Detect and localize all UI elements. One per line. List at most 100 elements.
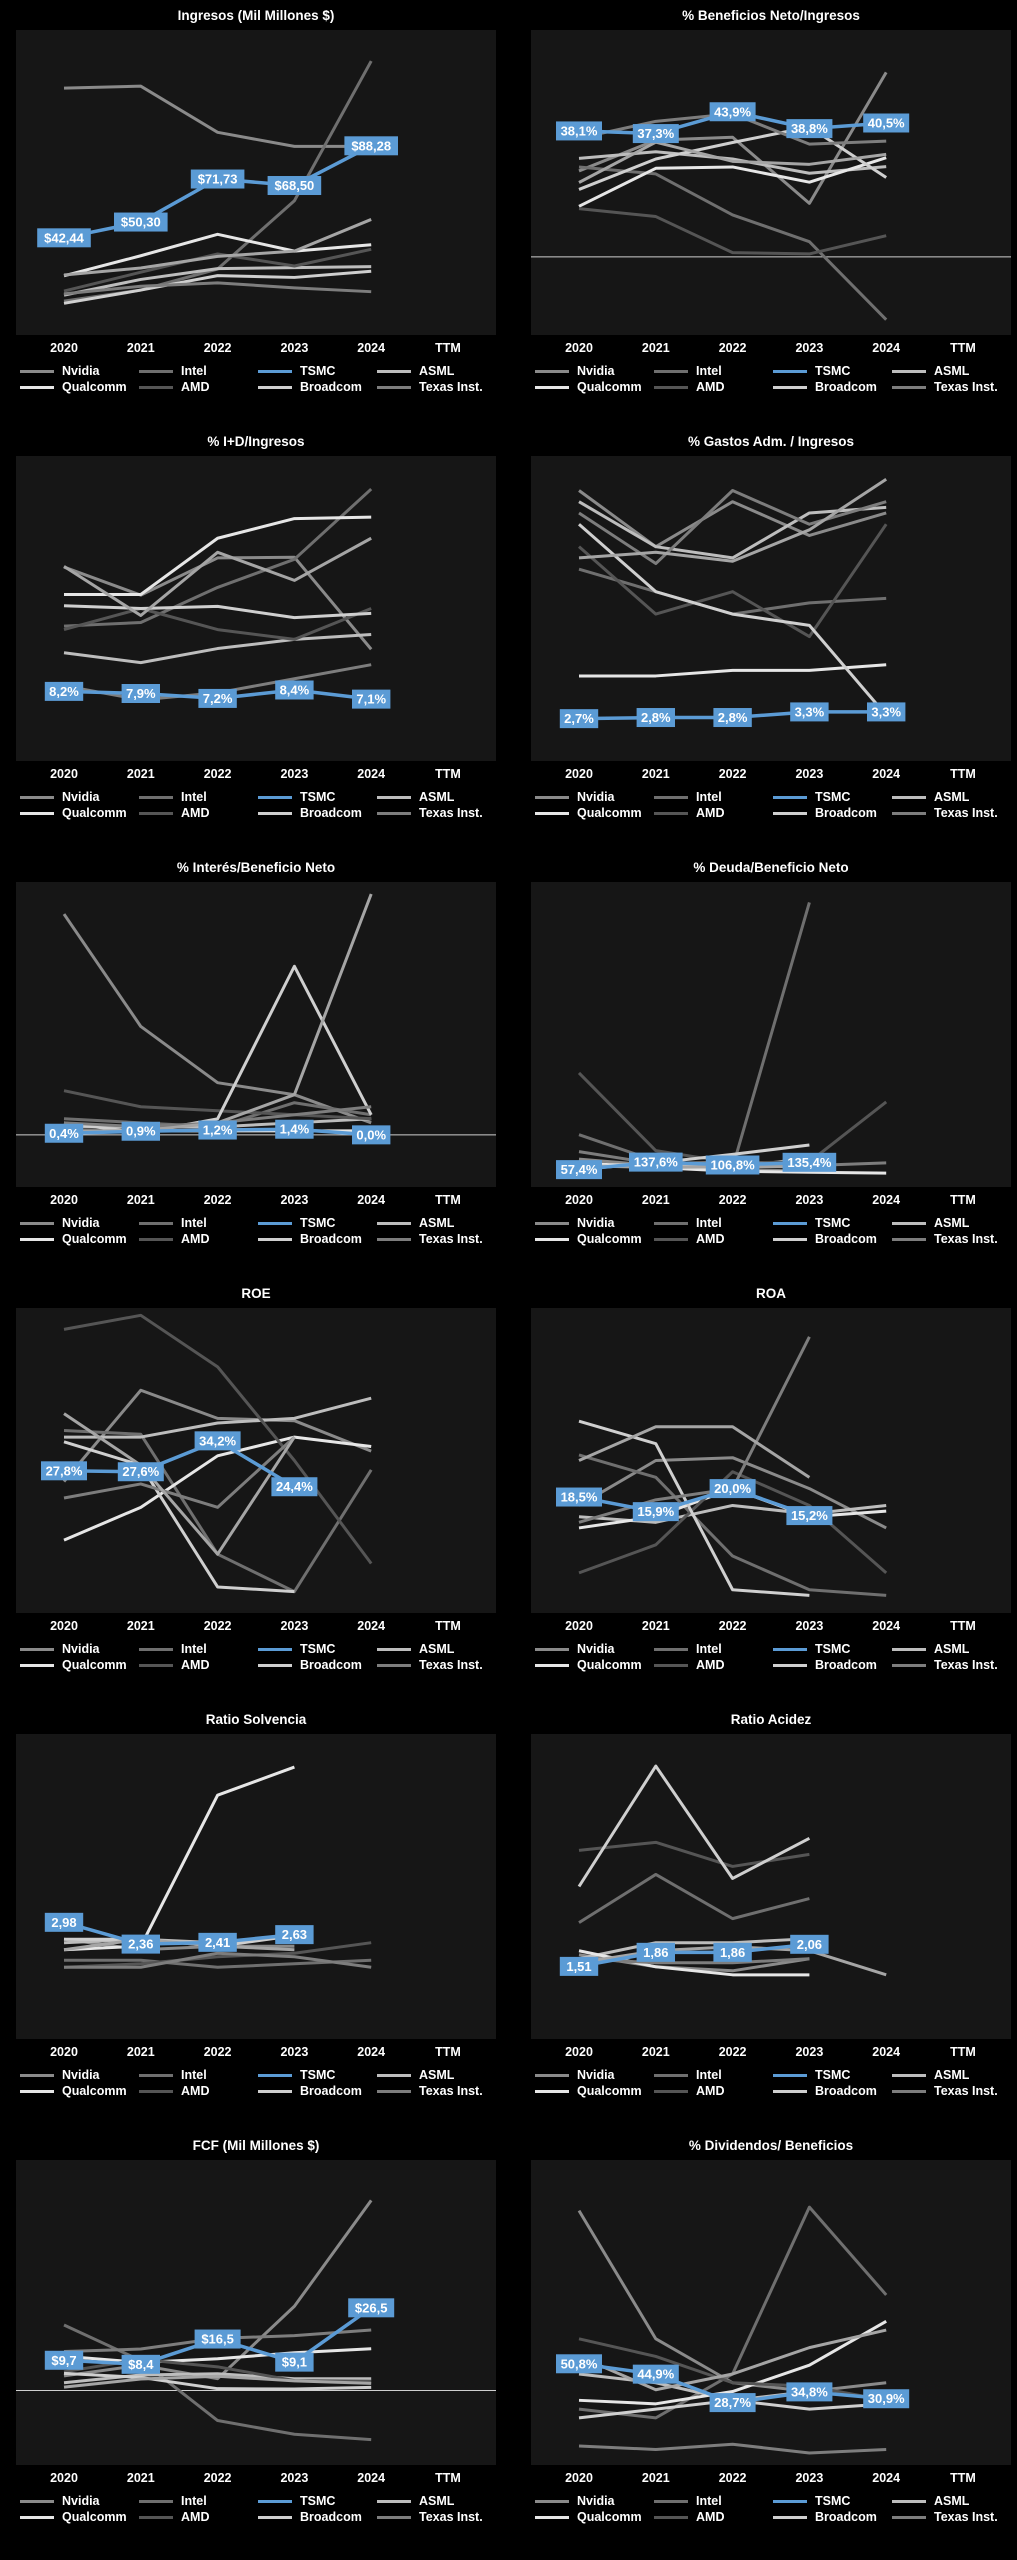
chart-legend: Nvidia Intel TSMC ASML Qualcomm AMD Broadcom Te… — [535, 364, 1011, 394]
legend-entry: Nvidia — [20, 1642, 139, 1656]
svg-text:$71,73: $71,73 — [198, 172, 238, 187]
tsmc-data-label: 0,4% — [44, 1123, 84, 1143]
legend-entry: Qualcomm — [535, 2084, 654, 2098]
legend-entry: Nvidia — [535, 790, 654, 804]
legend-label: Texas Inst. — [934, 1232, 998, 1246]
series-line — [63, 555, 373, 651]
legend-entry: ASML — [892, 2068, 1011, 2082]
legend-entry: Texas Inst. — [892, 1232, 1011, 1246]
svg-text:1,51: 1,51 — [566, 1959, 591, 1974]
legend-label: ASML — [419, 790, 455, 804]
legend-swatch — [139, 1647, 173, 1651]
tsmc-data-label: $9,1 — [275, 2352, 314, 2372]
tsmc-data-label: 2,7% — [559, 709, 599, 729]
x-tick-label: 2021 — [642, 1619, 670, 1633]
legend-entry: Nvidia — [535, 1216, 654, 1230]
x-tick-label: TTM — [435, 2045, 461, 2059]
legend-swatch — [139, 385, 173, 389]
legend-label: AMD — [696, 2510, 725, 2524]
legend-swatch — [377, 2515, 411, 2519]
legend-entry: Broadcom — [773, 2084, 892, 2098]
x-tick-label: 2024 — [357, 1193, 385, 1207]
svg-text:20,0%: 20,0% — [714, 1481, 751, 1496]
legend-entry: Intel — [654, 790, 773, 804]
x-tick-label: 2024 — [357, 767, 385, 781]
svg-text:7,1%: 7,1% — [356, 692, 386, 707]
legend-label: Qualcomm — [577, 1658, 642, 1672]
chart-panel: % Beneficios Neto/Ingresos 2020 2021 2022 20… — [523, 0, 1017, 420]
x-tick-label: TTM — [950, 2045, 976, 2059]
tsmc-data-label: 8,2% — [44, 681, 84, 701]
legend-label: AMD — [181, 2084, 210, 2098]
legend-label: Intel — [181, 364, 207, 378]
x-tick-label: 2022 — [204, 2471, 232, 2485]
series-line — [62, 1388, 372, 1483]
tsmc-data-label: 2,63 — [275, 1925, 314, 1945]
series-line — [578, 500, 887, 560]
x-tick-label: 2022 — [719, 2471, 747, 2485]
tsmc-data-label: 2,8% — [636, 708, 675, 728]
legend-label: Nvidia — [62, 1216, 100, 1230]
legend-entry: ASML — [892, 364, 1011, 378]
legend-swatch — [258, 1647, 292, 1651]
series-line — [578, 523, 888, 639]
tsmc-data-label: 106,8% — [705, 1155, 760, 1175]
x-tick-label: 2022 — [719, 1619, 747, 1633]
legend-swatch — [654, 1663, 688, 1667]
legend-entry: TSMC — [258, 790, 377, 804]
x-tick-label: 2023 — [795, 341, 823, 355]
svg-text:44,9%: 44,9% — [637, 2367, 674, 2382]
x-tick-label: TTM — [950, 341, 976, 355]
legend-entry: Qualcomm — [20, 2510, 139, 2524]
legend-label: Intel — [181, 1642, 207, 1656]
chart-svg: % Dividendos/ Beneficios 2020 2021 2022 2023… — [531, 2138, 1011, 2485]
legend-swatch — [892, 2499, 926, 2503]
chart-legend: Nvidia Intel TSMC ASML Qualcomm AMD Broadcom Te… — [20, 2494, 496, 2524]
legend-swatch — [20, 2515, 54, 2519]
legend-entry: Texas Inst. — [377, 2510, 496, 2524]
x-tick-label: 2021 — [642, 1193, 670, 1207]
legend-entry: AMD — [139, 1232, 258, 1246]
legend-label: Intel — [696, 364, 722, 378]
svg-text:28,7%: 28,7% — [714, 2395, 751, 2410]
legend-entry: Qualcomm — [535, 380, 654, 394]
tsmc-data-label: $42,44 — [37, 228, 91, 248]
legend-entry: ASML — [377, 2068, 496, 2082]
svg-text:1,86: 1,86 — [643, 1945, 668, 1960]
x-tick-label: 2020 — [50, 2471, 78, 2485]
legend-label: ASML — [934, 364, 970, 378]
legend-swatch — [535, 369, 569, 373]
legend-label: Nvidia — [577, 1642, 615, 1656]
x-tick-label: 2020 — [565, 2471, 593, 2485]
legend-label: Qualcomm — [577, 806, 642, 820]
legend-label: Intel — [696, 2494, 722, 2508]
x-tick-label: 2022 — [719, 767, 747, 781]
legend-swatch — [377, 1647, 411, 1651]
legend-swatch — [377, 385, 411, 389]
legend-swatch — [892, 385, 926, 389]
legend-entry: AMD — [654, 1658, 773, 1672]
tsmc-data-label: 20,0% — [709, 1479, 756, 1499]
legend-entry: Intel — [654, 1216, 773, 1230]
x-tick-label: 2022 — [719, 2045, 747, 2059]
legend-label: Qualcomm — [62, 2084, 127, 2098]
legend-label: Nvidia — [62, 364, 100, 378]
series-line — [63, 1765, 295, 1952]
legend-swatch — [773, 1663, 807, 1667]
series-line — [579, 663, 887, 678]
legend-label: Broadcom — [300, 806, 362, 820]
chart-svg: ROA 2020 2021 2022 2023 2024 TTM 18,5% 15,9% 20,0… — [531, 1286, 1011, 1633]
svg-text:50,8%: 50,8% — [561, 2356, 598, 2371]
legend-entry: Broadcom — [258, 806, 377, 820]
x-tick-label: 2021 — [642, 2471, 670, 2485]
legend-swatch — [20, 2073, 54, 2077]
svg-text:0,4%: 0,4% — [49, 1126, 79, 1141]
svg-text:7,2%: 7,2% — [203, 691, 233, 706]
legend-entry: ASML — [892, 2494, 1011, 2508]
x-tick-label: 2024 — [872, 1193, 900, 1207]
svg-text:$68,50: $68,50 — [275, 178, 315, 193]
x-tick-label: TTM — [435, 341, 461, 355]
legend-label: Qualcomm — [577, 1232, 642, 1246]
tsmc-data-label: 57,4% — [556, 1160, 602, 1180]
legend-swatch — [139, 2499, 173, 2503]
